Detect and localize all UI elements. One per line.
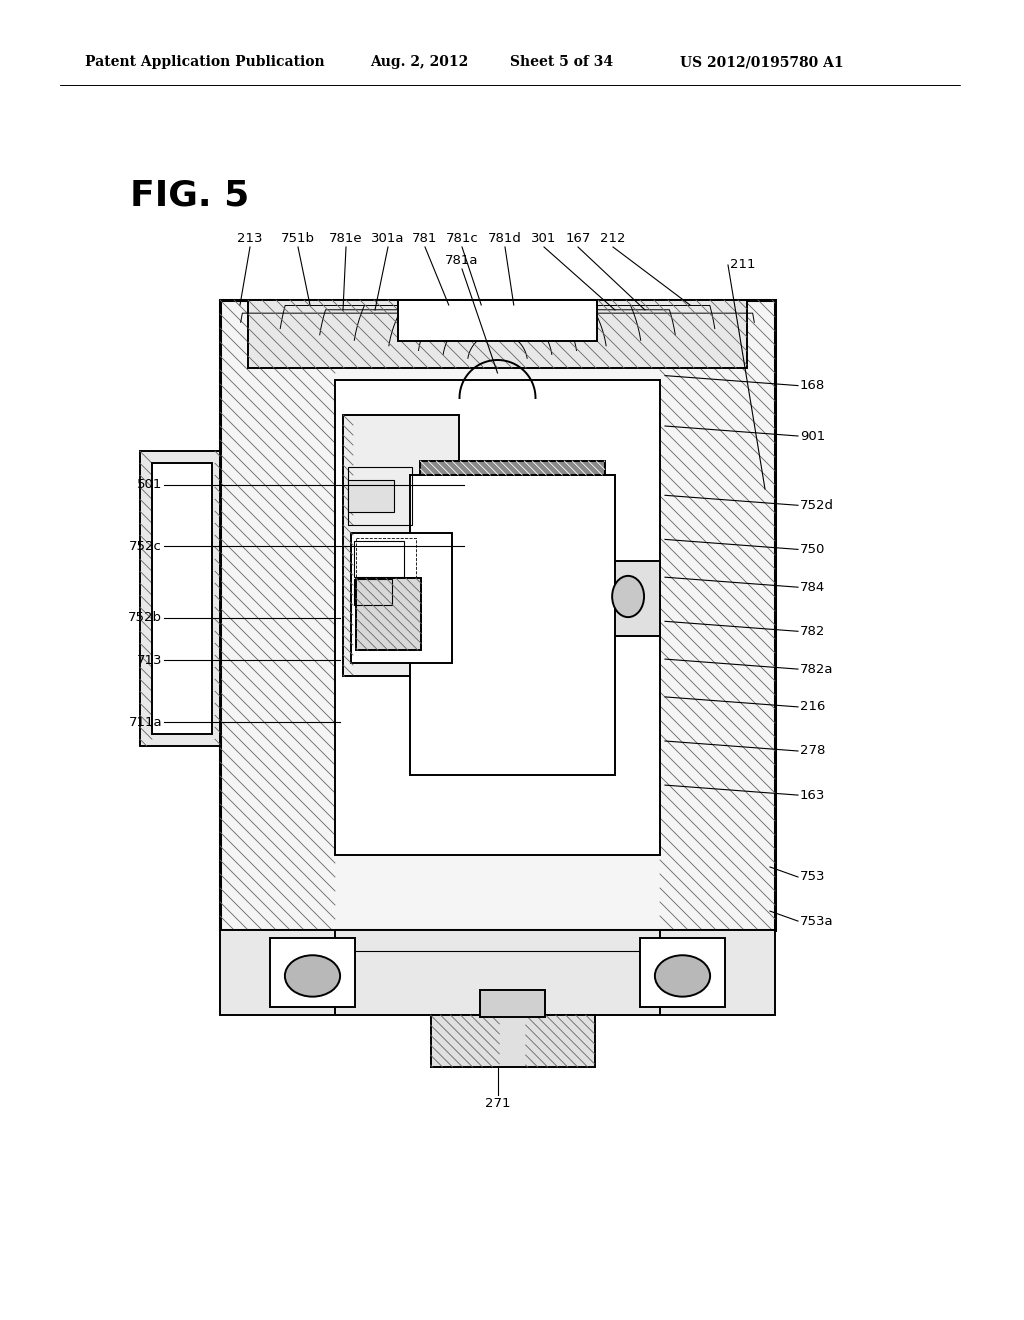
Bar <box>354 579 392 606</box>
Bar <box>152 463 212 734</box>
Bar <box>640 939 725 1007</box>
Text: 163: 163 <box>800 788 825 801</box>
Text: 501: 501 <box>136 478 162 491</box>
Bar <box>270 939 355 1007</box>
Text: 713: 713 <box>136 653 162 667</box>
Text: 711a: 711a <box>128 715 162 729</box>
Text: Aug. 2, 2012: Aug. 2, 2012 <box>370 55 468 69</box>
Text: 751b: 751b <box>281 232 315 246</box>
Text: 781a: 781a <box>445 253 479 267</box>
Bar <box>348 467 412 525</box>
Text: 752b: 752b <box>128 611 162 624</box>
Text: 301: 301 <box>531 232 557 246</box>
Bar <box>348 480 394 512</box>
Text: 750: 750 <box>800 543 825 556</box>
Text: 782: 782 <box>800 624 825 638</box>
Bar <box>354 541 404 577</box>
Text: 213: 213 <box>238 232 263 246</box>
Bar <box>356 537 417 577</box>
Text: 278: 278 <box>800 744 825 758</box>
Ellipse shape <box>612 576 644 618</box>
Text: US 2012/0195780 A1: US 2012/0195780 A1 <box>680 55 844 69</box>
Bar <box>140 451 220 746</box>
Bar <box>479 990 546 1016</box>
Text: 781d: 781d <box>488 232 522 246</box>
Text: 753: 753 <box>800 870 825 883</box>
Bar <box>343 414 459 676</box>
Bar <box>420 461 605 475</box>
Text: 167: 167 <box>565 232 591 246</box>
Bar <box>356 578 421 651</box>
Bar <box>410 475 615 775</box>
Text: 781: 781 <box>413 232 437 246</box>
Text: 271: 271 <box>484 1097 510 1110</box>
Bar <box>602 561 660 635</box>
Text: 301a: 301a <box>372 232 404 246</box>
Bar <box>248 300 746 368</box>
Text: 216: 216 <box>800 701 825 713</box>
Text: 782a: 782a <box>800 663 834 676</box>
Text: 211: 211 <box>730 259 756 272</box>
Text: 168: 168 <box>800 379 825 392</box>
Bar <box>351 532 452 663</box>
Text: 781e: 781e <box>329 232 362 246</box>
Text: 752d: 752d <box>800 499 834 512</box>
Text: FIG. 5: FIG. 5 <box>130 178 249 213</box>
Bar <box>430 1015 595 1067</box>
Bar <box>220 300 775 931</box>
Text: 781c: 781c <box>445 232 478 246</box>
Bar <box>335 380 660 855</box>
Ellipse shape <box>655 956 710 997</box>
Text: Patent Application Publication: Patent Application Publication <box>85 55 325 69</box>
Text: 901: 901 <box>800 429 825 442</box>
Text: 212: 212 <box>600 232 626 246</box>
Text: Sheet 5 of 34: Sheet 5 of 34 <box>510 55 613 69</box>
Ellipse shape <box>285 956 340 997</box>
Bar <box>220 931 775 1015</box>
Text: 753a: 753a <box>800 915 834 928</box>
Text: 752c: 752c <box>129 540 162 553</box>
Bar <box>397 300 597 341</box>
Text: 784: 784 <box>800 581 825 594</box>
